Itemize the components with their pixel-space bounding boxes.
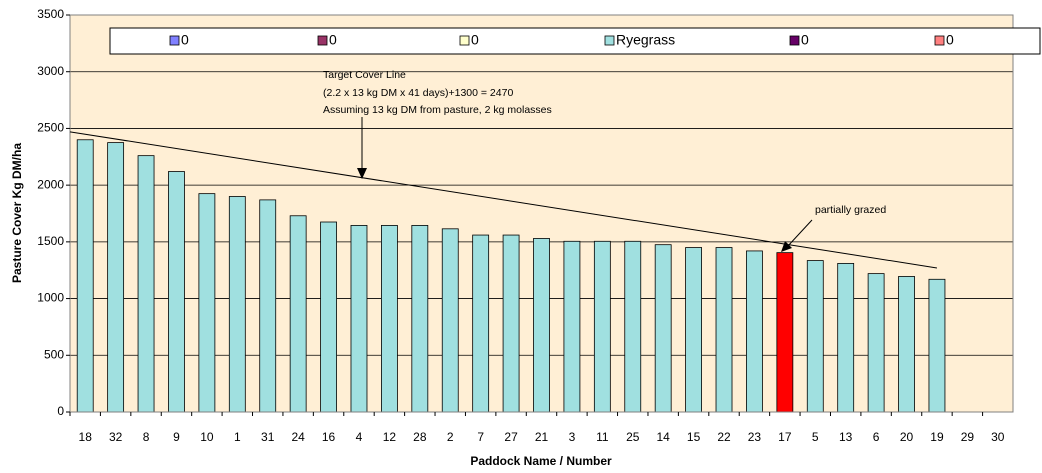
bar [867, 273, 885, 413]
x-tick-label: 2 [447, 430, 454, 444]
bar [928, 278, 946, 413]
x-tick-label: 15 [687, 430, 701, 444]
legend [109, 27, 1041, 55]
x-tick-label: 17 [778, 430, 792, 444]
x-tick-label: 3 [569, 430, 576, 444]
bar [685, 247, 702, 413]
bar [593, 240, 611, 413]
x-tick-label: 31 [261, 430, 275, 444]
bar [228, 196, 246, 413]
annotation: (2.2 x 13 kg DM x 41 days)+1300 = 2470 [323, 87, 513, 99]
bar [806, 260, 824, 413]
x-tick-label: 22 [717, 430, 731, 444]
legend-label: 0 [471, 32, 479, 48]
y-tick-label: 3500 [37, 7, 64, 21]
x-tick-label: 1 [234, 430, 241, 444]
x-tick-label: 24 [291, 430, 305, 444]
x-tick-label: 21 [535, 430, 549, 444]
annotation: Assuming 13 kg DM from pasture, 2 kg mol… [323, 104, 552, 116]
target-line [69, 131, 938, 269]
x-tick-label: 29 [961, 430, 975, 444]
legend-swatch [789, 35, 800, 46]
y-tick-label: 0 [57, 404, 64, 418]
legend-swatch [317, 35, 328, 46]
legend-swatch [934, 35, 945, 46]
bar [137, 155, 155, 413]
y-tick-label: 1500 [37, 234, 64, 248]
y-tick-label: 500 [44, 347, 64, 361]
bar [563, 240, 581, 413]
bar [259, 199, 277, 413]
x-tick-label: 11 [596, 430, 609, 444]
x-tick-label: 16 [322, 430, 336, 444]
x-tick-label: 10 [200, 430, 214, 444]
x-tick-label: 20 [900, 430, 914, 444]
bar [502, 234, 520, 413]
annotation: Target Cover Line [323, 69, 406, 81]
x-tick-label: 25 [626, 430, 640, 444]
x-tick-label: 13 [839, 430, 853, 444]
bar [654, 244, 672, 413]
arrow [786, 219, 813, 248]
legend-label: 0 [181, 32, 189, 48]
x-tick-label: 14 [656, 430, 670, 444]
arrowhead [781, 241, 792, 252]
bar [76, 139, 94, 413]
bar [746, 250, 763, 413]
plot-border [69, 14, 1014, 413]
legend-label: 0 [946, 32, 954, 48]
x-tick-label: 12 [383, 430, 397, 444]
y-tick-label: 3000 [37, 64, 64, 78]
legend-label: 0 [329, 32, 337, 48]
bar [624, 240, 642, 413]
x-tick-label: 5 [812, 430, 819, 444]
legend-swatch [604, 35, 615, 46]
bar [898, 276, 915, 413]
x-tick-label: 9 [173, 430, 180, 444]
x-tick-label: 18 [79, 430, 93, 444]
bar [168, 171, 185, 413]
bar [381, 225, 398, 413]
x-tick-label: 23 [748, 430, 762, 444]
y-tick-label: 2000 [37, 177, 64, 191]
bar [533, 238, 550, 413]
bar [198, 193, 216, 413]
x-tick-label: 6 [873, 430, 880, 444]
bar [776, 252, 794, 413]
bar [441, 228, 459, 413]
x-tick-label: 19 [930, 430, 944, 444]
y-tick-label: 2500 [37, 121, 64, 135]
y-tick-label: 1000 [37, 291, 64, 305]
bar [472, 234, 490, 413]
legend-swatch [459, 35, 470, 46]
bar [289, 215, 307, 413]
x-tick-label: 8 [143, 430, 150, 444]
annotation: partially grazed [815, 204, 886, 216]
y-axis-title: Pasture Cover Kg DM/ha [10, 143, 24, 283]
x-tick-label: 7 [477, 430, 484, 444]
bar [320, 221, 337, 413]
bar [411, 225, 429, 413]
legend-swatch [169, 35, 180, 46]
bar [715, 247, 733, 413]
arrowhead [357, 168, 367, 179]
x-axis-title: Paddock Name / Number [470, 454, 612, 468]
x-tick-label: 27 [504, 430, 518, 444]
legend-label: Ryegrass [616, 32, 675, 48]
x-tick-label: 28 [413, 430, 427, 444]
legend-label: 0 [801, 32, 809, 48]
bar [350, 225, 368, 413]
x-tick-label: 32 [109, 430, 123, 444]
x-tick-label: 4 [356, 430, 363, 444]
bar [837, 263, 855, 413]
x-tick-label: 30 [991, 430, 1005, 444]
bar [107, 142, 125, 413]
